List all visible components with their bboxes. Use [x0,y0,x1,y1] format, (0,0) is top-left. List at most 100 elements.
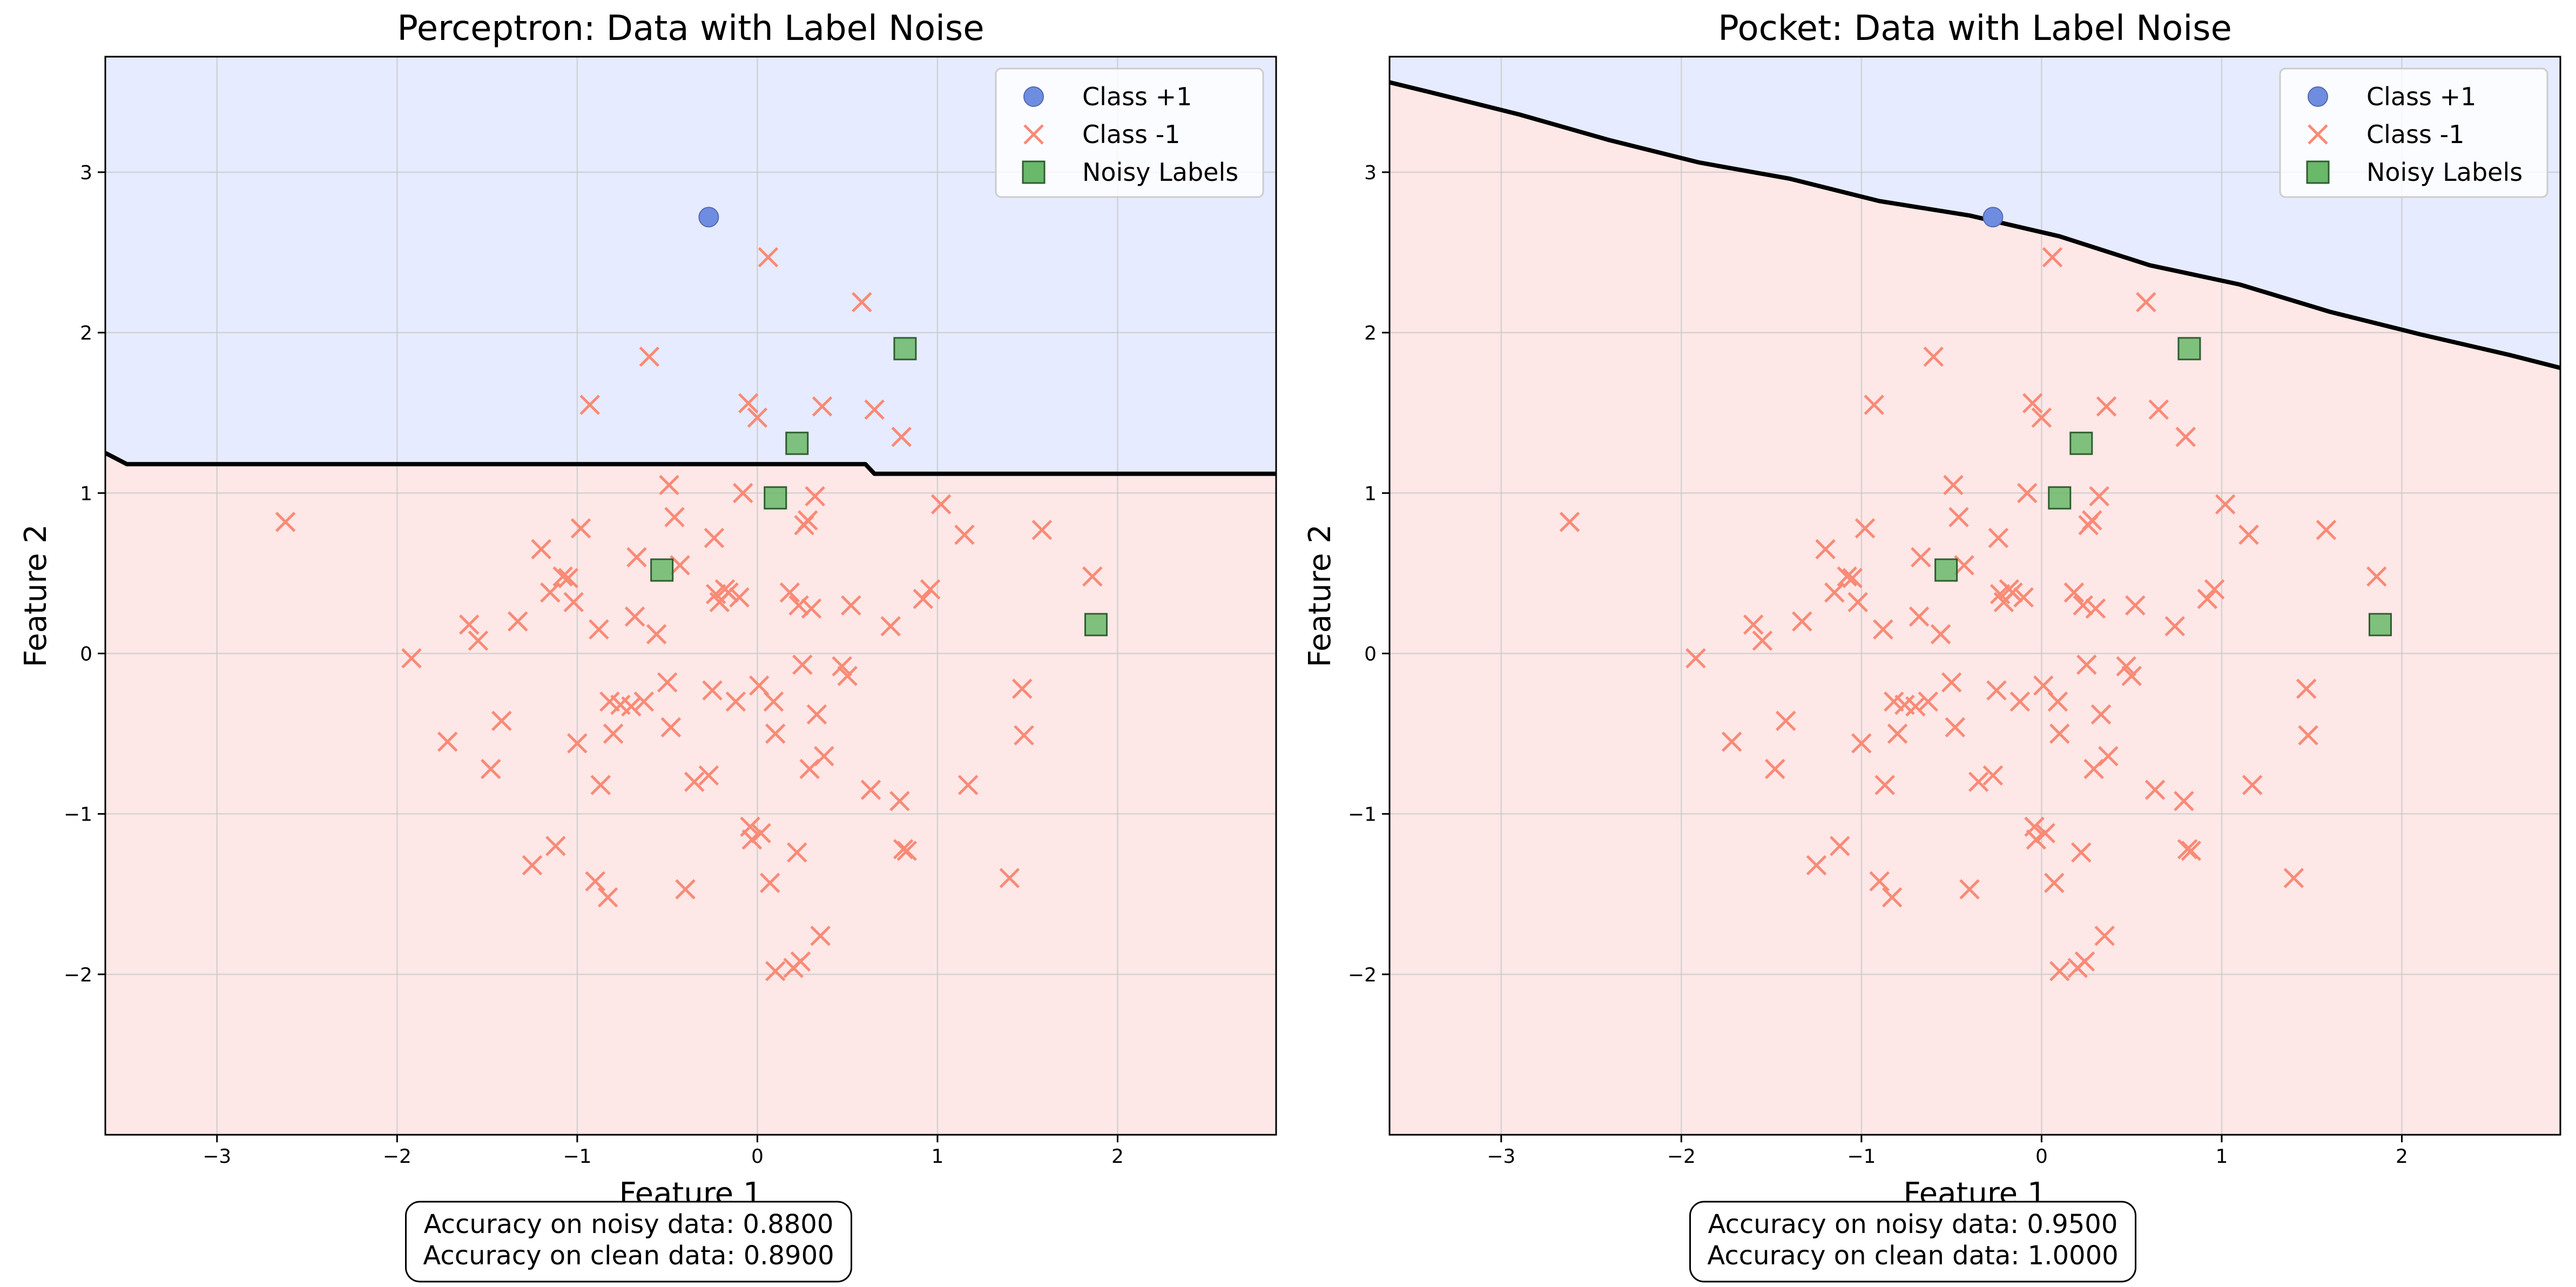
class-neg-point [1842,568,1863,588]
class-neg-point [579,395,600,415]
class-pos-point [1982,207,2004,228]
x-tick-label: 1 [931,1146,943,1168]
axes-frame [104,56,1277,1136]
class-neg-point [1830,836,1850,856]
class-neg-point [880,616,901,636]
class-neg-point [657,672,678,693]
class-neg-point [1752,630,1773,651]
class-neg-point [1082,566,1103,587]
class-neg-point [2366,566,2387,587]
class-neg-point [698,765,719,786]
class-neg-point [1930,624,1951,645]
class-neg-point [732,483,753,504]
class-neg-point [491,710,512,731]
class-neg-point [1864,395,1884,415]
class-neg-point [805,486,825,507]
class-neg-point [704,527,725,548]
class-neg-point [646,624,667,645]
class-neg-point [1959,879,1980,900]
x-tick-label: −1 [563,1146,591,1168]
class-neg-point [806,704,827,725]
legend-label: Class -1 [1082,120,1181,149]
annotation-line: Accuracy on clean data: 1.0000 [1707,1241,2118,1271]
class-neg-point [788,595,809,616]
class-neg-point [741,829,763,850]
class-neg-point [1943,475,1964,496]
class-neg-point [1869,871,1890,892]
class-neg-point [1948,507,1969,527]
class-neg-point [957,775,979,795]
class-neg-point [570,518,591,539]
class-neg-point [787,842,807,863]
y-axis-label: Feature 2 [18,524,53,667]
chart-title: Perceptron: Data with Label Noise [397,9,984,49]
class-neg-point [2125,595,2146,616]
y-tick-label: 1 [80,483,92,505]
class-neg-point [810,925,831,946]
legend-label: Noisy Labels [2366,158,2523,187]
class-neg-point [633,691,655,712]
class-neg-point [747,407,768,428]
class-neg-point [2076,654,2097,675]
x-tick-label: −2 [383,1146,412,1168]
class-neg-point [860,780,881,800]
annotation-line: Accuracy on noisy data: 0.8800 [424,1209,834,1239]
x-tick-label: −1 [1847,1146,1876,1168]
class-neg-point [2238,524,2259,545]
class-neg-point [2181,841,2202,861]
class-neg-point [2002,582,2023,603]
class-neg-point [1792,611,1812,632]
class-neg-point [621,696,642,717]
legend-marker-class-neg [1023,124,1044,145]
class-neg-point [2031,407,2052,428]
positive-region [105,57,1276,474]
x-tick-label: 1 [2215,1146,2228,1168]
class-neg-point [1874,775,1895,795]
y-tick-label: −2 [64,964,92,986]
class-neg-point [684,771,705,792]
class-neg-point [624,606,645,627]
class-neg-point [2098,746,2119,767]
plot-area [1390,57,2560,1135]
class-neg-point [597,887,618,907]
noisy-point [2069,431,2093,455]
pocket-panel: −3 −2 −1 0 1 2 −2 −1 0 1 2 3 Pocket: Data with Label… [1303,9,2561,1283]
class-neg-point [639,346,660,367]
class-neg-point [954,524,975,545]
x-tick-label: 2 [2396,1146,2408,1168]
class-neg-point [1837,566,1857,587]
class-neg-point [659,475,679,496]
class-neg-point [1014,725,1034,746]
legend-label: Class +1 [2366,82,2476,111]
annotation-line: Accuracy on clean data: 0.8900 [423,1241,834,1271]
class-neg-point [2242,775,2263,795]
class-neg-point [552,566,573,587]
class-neg-point [779,582,800,603]
y-tick-label: 1 [1364,483,1377,505]
noisy-point [2177,337,2201,361]
class-neg-point [758,247,779,268]
class-neg-point [2042,247,2063,268]
legend-marker-class-neg [2308,124,2328,145]
class-neg-point [1909,606,1930,627]
class-neg-point [2121,666,2142,686]
x-tick-label: −2 [1667,1146,1696,1168]
class-neg-point [896,841,918,861]
legend-marker-noisy [1022,160,1046,184]
y-tick-label: −2 [1348,964,1377,986]
class-neg-point [508,611,528,632]
class-neg-point [2145,780,2166,800]
class-neg-point [2283,868,2304,889]
class-neg-point [702,680,723,701]
class-neg-point [1918,691,1939,712]
class-neg-point [2026,829,2047,850]
class-neg-point [522,855,543,876]
class-neg-point [1954,555,1974,575]
class-neg-point [2094,925,2115,946]
class-neg-point [2215,494,2236,514]
class-pos-point [698,207,719,228]
y-tick-label: 2 [1364,322,1377,344]
legend-box [995,67,1264,198]
x-tick-label: 0 [2035,1146,2048,1168]
class-neg-point [2177,839,2198,859]
